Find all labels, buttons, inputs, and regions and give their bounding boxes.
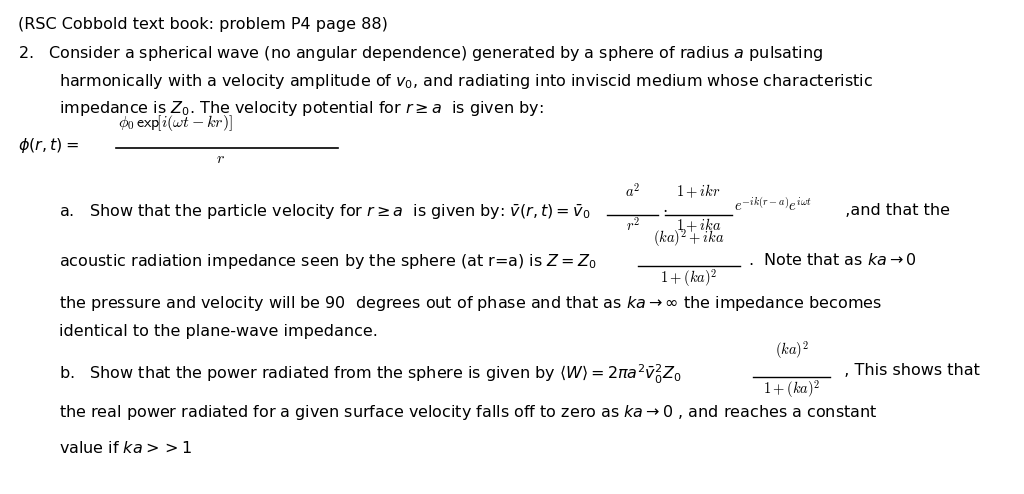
Text: harmonically with a velocity amplitude of $v_0$, and radiating into inviscid med: harmonically with a velocity amplitude o… (59, 72, 873, 90)
Text: impedance is $Z_0$. The velocity potential for $r \geq a$  is given by:: impedance is $Z_0$. The velocity potenti… (59, 99, 544, 118)
Text: $1+ikr$: $1+ikr$ (676, 182, 721, 200)
Text: acoustic radiation impedance seen by the sphere (at r=a) is $Z = Z_0$: acoustic radiation impedance seen by the… (59, 252, 597, 271)
Text: .  Note that as $ka \to 0$: . Note that as $ka \to 0$ (743, 252, 918, 268)
Text: $e^{-ik(r-a)}e^{i\omega t}$: $e^{-ik(r-a)}e^{i\omega t}$ (734, 196, 812, 214)
Text: ,and that the: ,and that the (835, 203, 949, 217)
Text: the pressure and velocity will be 90  degrees out of phase and that as $ka \to \: the pressure and velocity will be 90 deg… (59, 294, 883, 313)
Text: 2.   Consider a spherical wave (no angular dependence) generated by a sphere of : 2. Consider a spherical wave (no angular… (18, 44, 823, 63)
Text: b.   Show that the power radiated from the sphere is given by $\langle W\rangle : b. Show that the power radiated from the… (59, 363, 682, 386)
Text: $\phi_0\,\mathsf{exp}\!\left[i(\omega t - kr)\right]$: $\phi_0\,\mathsf{exp}\!\left[i(\omega t … (118, 114, 232, 133)
Text: $1+(ka)^2$: $1+(ka)^2$ (660, 267, 718, 288)
Text: value if $ka >> 1$: value if $ka >> 1$ (59, 440, 193, 455)
Text: $1+(ka)^2$: $1+(ka)^2$ (763, 378, 820, 400)
Text: a.   Show that the particle velocity for $r \geq a$  is given by: $\bar{v}(r,t) : a. Show that the particle velocity for $… (59, 203, 591, 222)
Text: identical to the plane-wave impedance.: identical to the plane-wave impedance. (59, 324, 378, 338)
Text: $(ka)^2$: $(ka)^2$ (774, 339, 809, 361)
Text: , This shows that: , This shows that (834, 363, 979, 378)
Text: $(ka)^2 + ika$: $(ka)^2 + ika$ (653, 228, 725, 249)
Text: (RSC Cobbold text book: problem P4 page 88): (RSC Cobbold text book: problem P4 page … (18, 17, 388, 32)
Text: $\cdot$: $\cdot$ (662, 199, 667, 218)
Text: $r^2$: $r^2$ (626, 216, 640, 234)
Text: $r$: $r$ (216, 151, 224, 165)
Text: the real power radiated for a given surface velocity falls off to zero as $ka \t: the real power radiated for a given surf… (59, 403, 878, 421)
Text: $1+ika$: $1+ika$ (676, 216, 721, 234)
Text: $a^2$: $a^2$ (626, 182, 640, 200)
Text: $\phi(r,t) =$: $\phi(r,t) =$ (18, 136, 80, 155)
